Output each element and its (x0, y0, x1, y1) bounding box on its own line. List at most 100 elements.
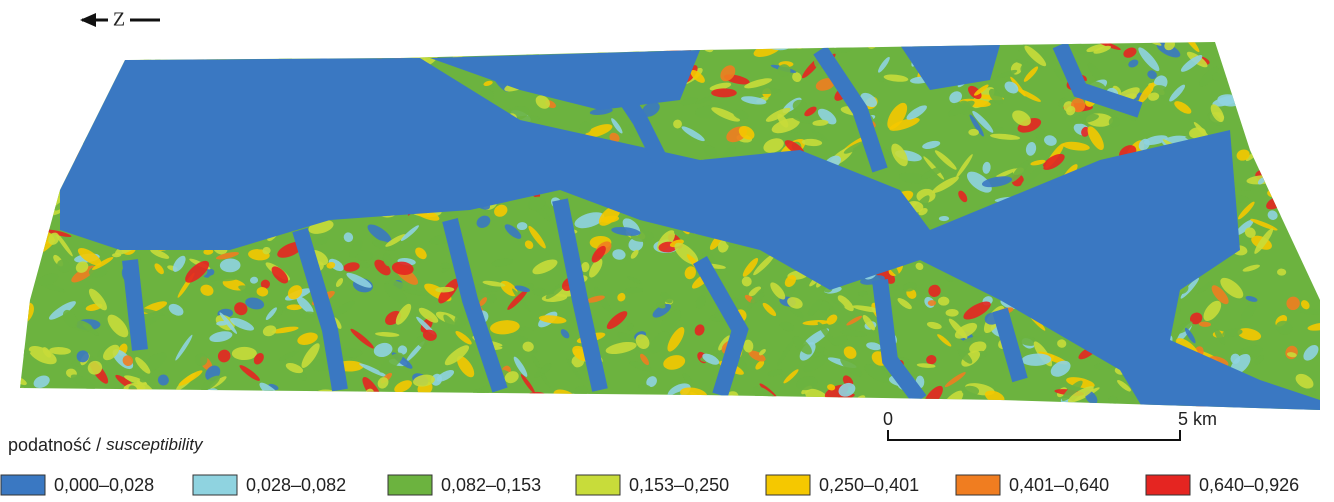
legend-swatch (1146, 475, 1190, 495)
terrain-patch (27, 206, 42, 218)
terrain-patch (42, 52, 68, 73)
terrain-patch (1311, 262, 1325, 281)
map-figure: Z 0 5 km podatność / susceptibility 0,00… (0, 0, 1334, 497)
terrain-patch (740, 39, 761, 45)
terrain-patch (723, 35, 740, 46)
terrain-patch (40, 72, 62, 87)
legend-title: podatność / susceptibility (8, 435, 204, 455)
terrain-patch (317, 393, 348, 408)
terrain-patch (147, 50, 176, 57)
terrain-patch (1288, 107, 1305, 123)
terrain-patch (174, 45, 192, 59)
scale-start: 0 (883, 409, 893, 429)
terrain-patch (60, 399, 81, 419)
terrain-patch (143, 49, 154, 58)
legend-swatch (576, 475, 620, 495)
terrain-patch (1307, 48, 1319, 60)
terrain-patch (29, 110, 57, 129)
terrain-patch (342, 397, 372, 414)
terrain-patch (24, 233, 46, 244)
terrain-patch (247, 397, 268, 414)
terrain-patch (333, 395, 358, 407)
terrain-patch (1290, 110, 1300, 120)
terrain-patch (1290, 111, 1316, 135)
terrain-patch (1265, 49, 1280, 59)
terrain-patch (20, 196, 37, 215)
terrain-patch (738, 396, 754, 412)
terrain-patch (1300, 72, 1318, 84)
terrain-patch (744, 34, 764, 49)
terrain-patch (64, 138, 76, 150)
terrain-patch (950, 400, 962, 409)
terrain-patch (91, 48, 119, 79)
legend-label: 0,640–0,926 (1199, 475, 1299, 495)
terrain-patch (575, 31, 597, 49)
terrain-patch (732, 395, 758, 407)
terrain-patch (33, 66, 61, 97)
terrain-patch (589, 401, 603, 413)
terrain-patch (90, 395, 100, 401)
terrain-patch (132, 36, 156, 60)
terrain-patch (1226, 74, 1253, 88)
legend-label: 0,153–0,250 (629, 475, 729, 495)
terrain-patch (620, 35, 630, 47)
terrain-patch (497, 393, 525, 405)
terrain-patch (15, 42, 42, 69)
legend-label: 0,250–0,401 (819, 475, 919, 495)
terrain-patch (1304, 72, 1320, 87)
terrain-patch (1292, 82, 1311, 104)
terrain-patch (97, 42, 116, 57)
legend-title-en: susceptibility (106, 435, 204, 454)
terrain-patch (12, 214, 29, 230)
terrain-patch (63, 85, 73, 96)
terrain-patch (1280, 74, 1305, 90)
terrain-patch (71, 37, 83, 45)
terrain-patch (1253, 36, 1284, 65)
terrain-patch (1290, 86, 1319, 107)
north-arrow: Z (80, 9, 160, 31)
terrain-patch (388, 35, 408, 58)
terrain-patch (1282, 126, 1307, 154)
terrain-patch (290, 43, 302, 52)
terrain-patch (1272, 146, 1291, 157)
north-label: Z (113, 9, 125, 31)
terrain-patch (989, 401, 1012, 418)
legend-swatch (766, 475, 810, 495)
terrain-patch (89, 67, 107, 81)
terrain-patch (1293, 163, 1308, 177)
terrain-patch (36, 115, 57, 132)
terrain-patch (44, 60, 71, 82)
terrain-patch (711, 88, 737, 97)
terrain-patch (24, 38, 41, 56)
terrain-patch (1301, 105, 1326, 132)
legend-swatch (193, 475, 237, 495)
terrain-patch (1309, 236, 1320, 245)
terrain-patch (1255, 60, 1265, 73)
terrain-patch (1224, 35, 1235, 47)
terrain-patch (1288, 85, 1316, 113)
terrain-patch (328, 401, 342, 412)
terrain-patch (425, 49, 436, 58)
terrain-patch (1294, 206, 1315, 215)
legend-label: 0,082–0,153 (441, 475, 541, 495)
terrain-patch (15, 328, 25, 342)
terrain (0, 25, 1334, 430)
terrain-patch (1305, 234, 1322, 244)
terrain-patch (1254, 118, 1279, 133)
terrain-patch (262, 40, 286, 57)
terrain-patch (713, 398, 738, 422)
terrain-patch (1264, 178, 1285, 184)
terrain-patch (179, 404, 201, 415)
terrain-patch (1230, 73, 1247, 84)
terrain-patch (1249, 46, 1266, 63)
terrain-patch (56, 95, 69, 109)
terrain-patch (579, 34, 611, 49)
terrain-patch (18, 109, 40, 134)
terrain-patch (44, 392, 55, 404)
scale-end: 5 km (1178, 409, 1217, 429)
terrain-patch (44, 78, 68, 98)
terrain-patch (234, 31, 259, 54)
terrain-patch (25, 184, 36, 195)
terrain-patch (1267, 130, 1284, 142)
